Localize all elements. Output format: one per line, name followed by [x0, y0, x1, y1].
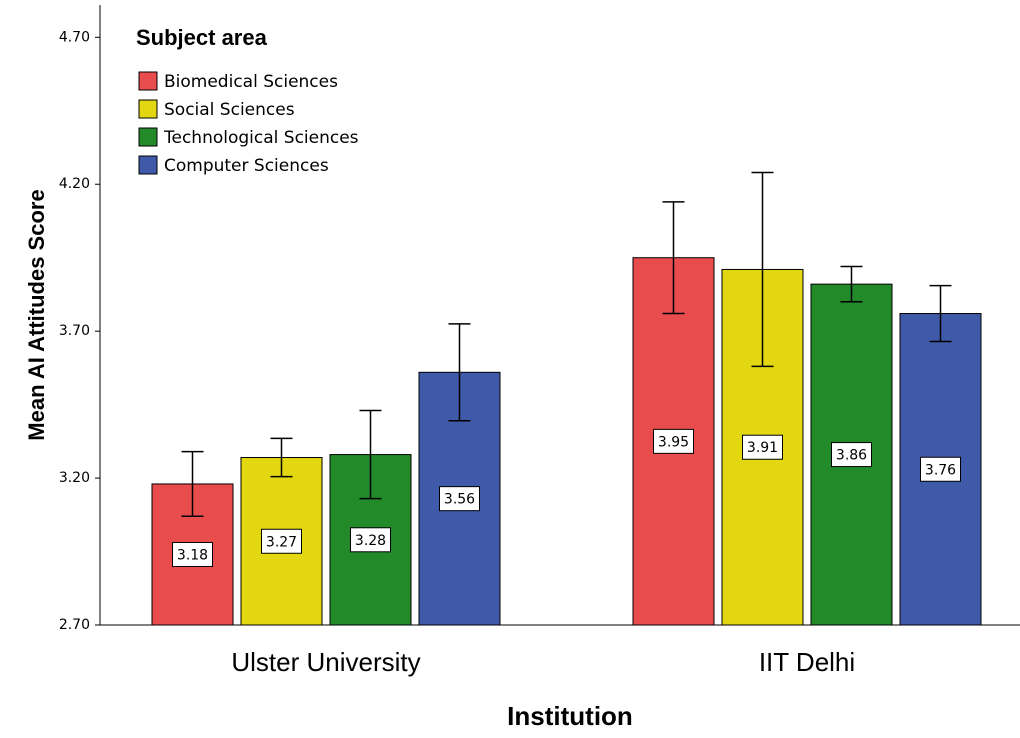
data-label-box — [350, 527, 391, 553]
legend-swatch — [138, 155, 158, 175]
legend-label: Technological Sciences — [163, 128, 359, 148]
data-label-box — [742, 434, 783, 460]
data-label-box — [172, 541, 213, 567]
y-tick-label: 4.20 — [59, 176, 90, 192]
legend-title: Subject area — [136, 25, 268, 50]
legend-swatch — [138, 99, 158, 119]
legend-swatch — [138, 71, 158, 91]
data-label-box — [261, 528, 302, 554]
legend-label: Computer Sciences — [164, 156, 329, 176]
y-tick-label: 3.20 — [59, 470, 90, 486]
y-tick-label: 2.70 — [59, 617, 90, 633]
data-label: 3.18 — [177, 547, 208, 563]
x-tick-label: Ulster University — [231, 647, 420, 677]
data-label: 3.27 — [266, 534, 297, 550]
data-label: 3.95 — [658, 434, 689, 450]
data-label-box — [439, 486, 480, 512]
data-label-box — [653, 428, 694, 454]
data-label: 3.56 — [444, 492, 475, 508]
y-tick-label: 3.70 — [59, 323, 90, 339]
legend-swatch — [138, 127, 158, 147]
x-tick-label: IIT Delhi — [759, 647, 855, 677]
legend-label: Social Sciences — [164, 100, 295, 120]
legend-label: Biomedical Sciences — [164, 72, 338, 92]
data-label: 3.86 — [836, 448, 867, 464]
y-tick-label: 4.70 — [59, 29, 90, 45]
data-label-box — [920, 456, 961, 482]
data-label: 3.91 — [747, 440, 778, 456]
data-label: 3.76 — [925, 462, 956, 478]
x-axis-label: Institution — [507, 701, 633, 731]
y-axis-label: Mean AI Attitudes Score — [24, 189, 49, 440]
data-label: 3.28 — [355, 533, 386, 549]
data-label-box — [831, 442, 872, 468]
